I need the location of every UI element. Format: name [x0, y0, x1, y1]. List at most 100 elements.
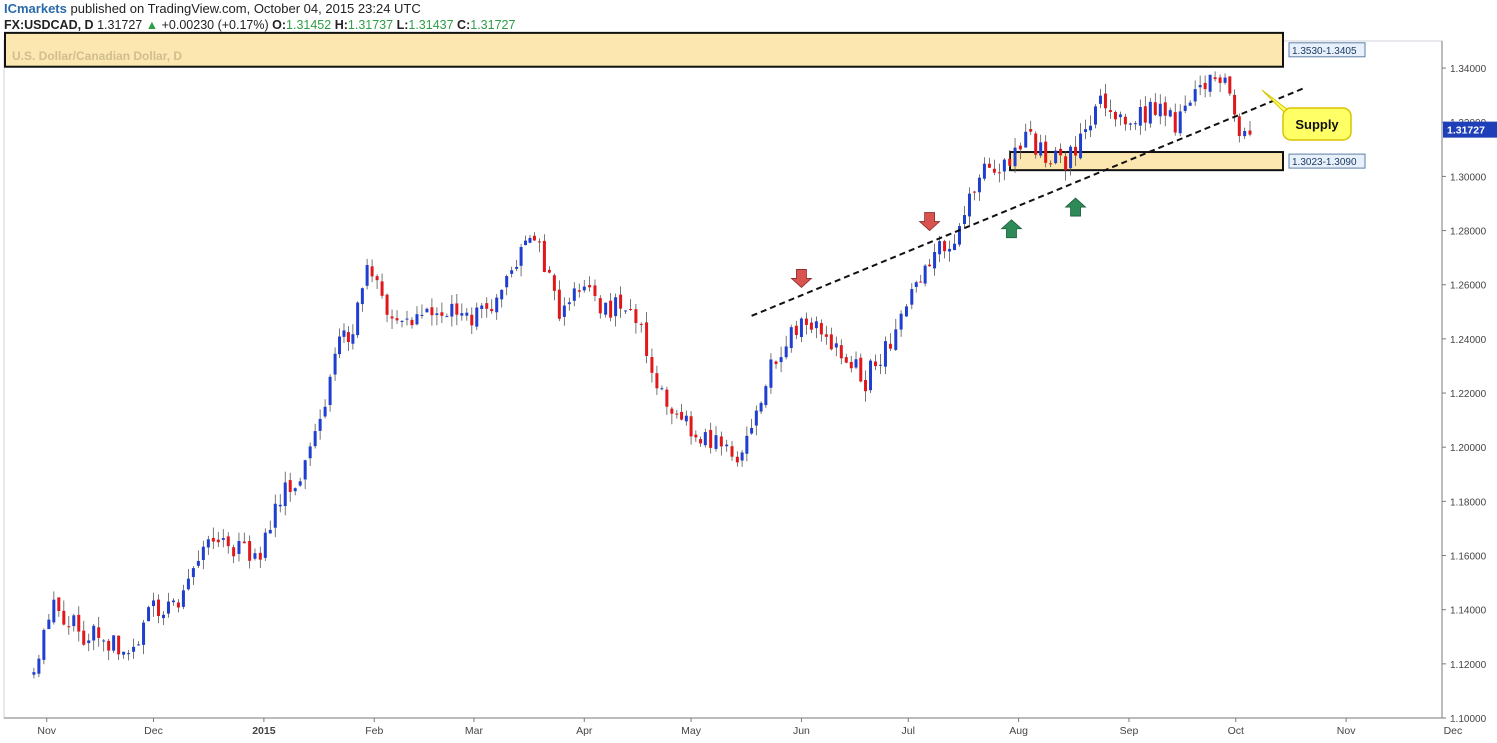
candle-body — [878, 364, 882, 366]
candle — [455, 293, 459, 326]
candle — [333, 347, 337, 381]
candle-body — [759, 402, 763, 412]
candle — [380, 273, 384, 299]
candle-body — [186, 578, 190, 590]
x-axis[interactable]: Nov Dec 2015 Feb Mar Apr May Jun Jul Aug Sep Oct Nov… — [4, 717, 1462, 737]
candle — [655, 365, 659, 396]
candle-body — [1213, 77, 1217, 80]
candle — [694, 430, 698, 442]
candle-body — [370, 266, 374, 277]
candle — [485, 297, 489, 318]
x-tick-label: Jun — [793, 725, 810, 737]
candle-body — [313, 431, 317, 447]
candle-body — [380, 281, 384, 296]
candle — [859, 353, 863, 383]
candle-body — [888, 343, 892, 349]
candle-body — [268, 529, 272, 534]
candle — [1158, 94, 1162, 125]
publisher-brand[interactable]: ICmarkets — [4, 1, 67, 16]
x-tick-label: Sep — [1120, 725, 1139, 737]
symbol-label[interactable]: FX:USDCAD, D — [4, 18, 94, 32]
last-price-tag — [1443, 121, 1497, 138]
candle-body — [824, 334, 828, 337]
candle — [639, 322, 643, 333]
open-label: O: — [272, 18, 287, 32]
candle — [201, 540, 205, 570]
candle — [1188, 100, 1192, 107]
plot-background — [4, 41, 1442, 718]
candle — [161, 611, 165, 626]
candle — [480, 302, 484, 319]
candle — [567, 297, 571, 311]
candle-body — [1173, 112, 1177, 133]
candle-body — [619, 294, 623, 309]
candle-body — [552, 275, 556, 291]
candle — [869, 358, 873, 394]
candle — [1013, 138, 1017, 173]
candle-body — [127, 653, 131, 655]
candle — [593, 279, 597, 302]
candle-body — [112, 635, 116, 651]
candle-body — [1074, 146, 1078, 156]
candle — [524, 235, 528, 246]
zone-label: 1.3530-1.3405 — [1288, 42, 1366, 58]
candle-body — [703, 432, 707, 446]
candle — [588, 276, 592, 292]
candle — [645, 311, 649, 364]
candle — [253, 548, 257, 561]
y-tick-label: 1.18000 — [1450, 497, 1487, 508]
candle-body — [740, 452, 744, 461]
candle — [684, 410, 688, 426]
candle-body — [764, 386, 768, 406]
candle — [982, 157, 986, 181]
candle — [206, 535, 210, 555]
candle — [435, 307, 439, 326]
candle-body — [206, 539, 210, 548]
candle-body — [919, 281, 923, 283]
candle-body — [191, 568, 195, 578]
candle — [365, 258, 369, 290]
candle-body — [1193, 89, 1197, 102]
candle — [82, 620, 86, 646]
candle — [181, 584, 185, 610]
candle — [1237, 113, 1241, 143]
candle — [176, 599, 180, 613]
candle — [1178, 104, 1182, 137]
candle — [191, 565, 195, 586]
candle — [609, 293, 613, 322]
candle — [1098, 88, 1102, 109]
candle — [1039, 134, 1043, 158]
y-axis[interactable]: 1.340001.320001.300001.280001.260001.240… — [1441, 41, 1497, 725]
candle-body — [1188, 102, 1192, 106]
candle — [385, 293, 389, 323]
candle-body — [1079, 133, 1083, 159]
candle — [577, 283, 581, 298]
arrow-down-icon — [790, 269, 813, 288]
candle — [67, 615, 71, 635]
candle-body — [519, 247, 523, 266]
candle — [221, 529, 225, 548]
candle-body — [425, 308, 429, 313]
candle — [873, 354, 877, 371]
candle — [505, 274, 509, 296]
candle — [967, 187, 971, 227]
candle — [699, 436, 703, 447]
candle-body — [769, 359, 773, 388]
candle-body — [629, 309, 633, 311]
candle-body — [938, 241, 942, 255]
candle-body — [248, 541, 252, 561]
candle-body — [132, 646, 136, 652]
candle — [829, 327, 833, 351]
candle-body — [948, 248, 952, 252]
candle-body — [460, 313, 464, 316]
candle — [958, 223, 962, 247]
candle — [1084, 119, 1088, 140]
candle-body — [480, 305, 484, 309]
candle-body — [1044, 141, 1048, 163]
candle — [769, 353, 773, 394]
x-tick-label: Aug — [1009, 725, 1028, 737]
candle-body — [794, 325, 798, 336]
candle — [1213, 71, 1217, 82]
candle-body — [1233, 94, 1237, 115]
